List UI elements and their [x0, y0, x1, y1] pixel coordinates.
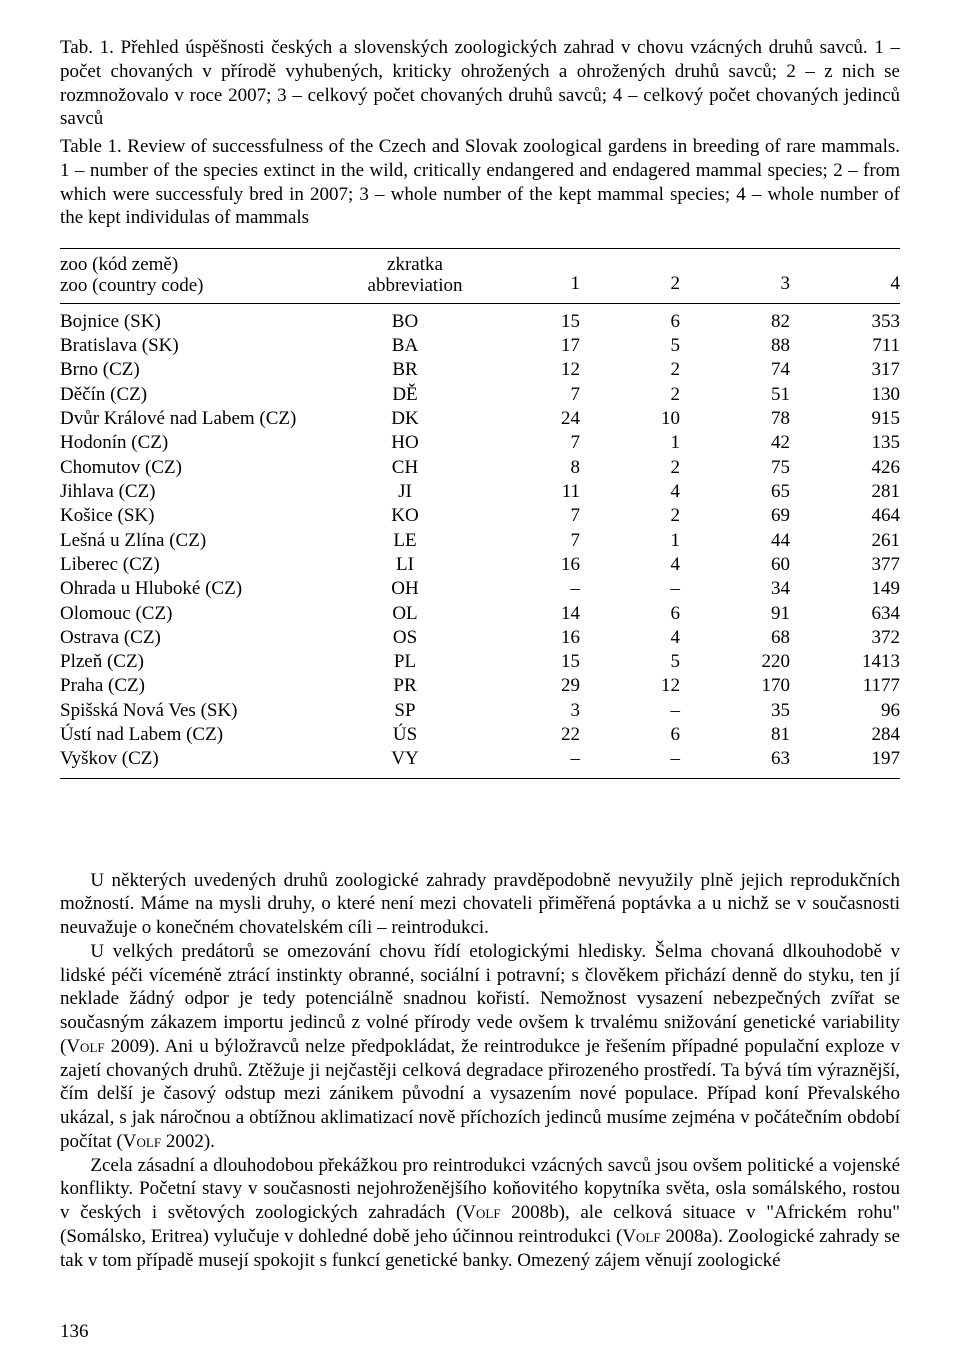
table-row: Jihlava (CZ)JI11465281: [60, 480, 900, 504]
table-row: Lešná u Zlína (CZ)LE7144261: [60, 529, 900, 553]
table-row: Liberec (CZ)LI16460377: [60, 553, 900, 577]
table-row: Košice (SK)KO7269464: [60, 504, 900, 528]
table-row: Ohrada u Hluboké (CZ)OH––34149: [60, 577, 900, 601]
table-row: Děčín (CZ)DĚ7251130: [60, 383, 900, 407]
paragraph-3: Zcela zásadní a dlouhodobou překážkou pr…: [60, 1154, 900, 1273]
table-row: Spišská Nová Ves (SK)SP3–3596: [60, 699, 900, 723]
header-col3: 3: [680, 249, 790, 303]
table-caption-en: Table 1. Review of successfulness of the…: [60, 135, 900, 230]
header-abbr: zkratka abbreviation: [350, 249, 480, 303]
table-row: Bratislava (SK)BA17588711: [60, 334, 900, 358]
body-text: U některých uvedených druhů zoologické z…: [60, 869, 900, 1273]
paragraph-1: U některých uvedených druhů zoologické z…: [60, 869, 900, 940]
table-row: Bojnice (SK)BO15682353: [60, 310, 900, 334]
header-zoo: zoo (kód země) zoo (country code): [60, 249, 350, 303]
table-row: Dvůr Králové nad Labem (CZ)DK241078915: [60, 407, 900, 431]
header-col2: 2: [580, 249, 680, 303]
header-col4: 4: [790, 249, 900, 303]
table-row: Chomutov (CZ)CH8275426: [60, 456, 900, 480]
table-row: Hodonín (CZ)HO7142135: [60, 431, 900, 455]
table-row: Brno (CZ)BR12274317: [60, 358, 900, 382]
paragraph-2: U velkých predátorů se omezování chovu ř…: [60, 940, 900, 1154]
table-row: Ústí nad Labem (CZ)ÚS22681284: [60, 723, 900, 747]
header-col1: 1: [480, 249, 580, 303]
page-number: 136: [60, 1321, 89, 1343]
table-row: Plzeň (CZ)PL1552201413: [60, 650, 900, 674]
table-caption-cz: Tab. 1. Přehled úspěšnosti českých a slo…: [60, 36, 900, 131]
table-row: Vyškov (CZ)VY––63197: [60, 747, 900, 778]
table-row: Praha (CZ)PR29121701177: [60, 674, 900, 698]
zoo-table: zoo (kód země) zoo (country code) zkratk…: [60, 248, 900, 779]
table-row: Ostrava (CZ)OS16468372: [60, 626, 900, 650]
table-row: Olomouc (CZ)OL14691634: [60, 602, 900, 626]
